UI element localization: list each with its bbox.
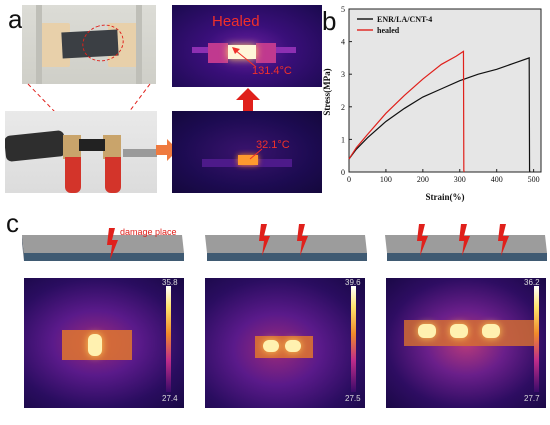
legend-label: healed: [377, 26, 400, 35]
thermal-image-two-damage: 39.6 27.5: [205, 278, 365, 408]
plot-area: [348, 8, 542, 173]
stress-strain-chart: 0 100 200 300 400 500 0 1 2 3 4 5 ENR/LA/CNT-4 heale…: [322, 5, 542, 202]
scale-max-label: 35.8: [162, 278, 178, 287]
scale-min-label: 27.5: [345, 394, 361, 403]
lightning-bolt-icon: [459, 224, 470, 256]
scale-max-label: 36.2: [524, 278, 540, 287]
panel-letter-a: a: [8, 4, 23, 34]
legend-label: ENR/LA/CNT-4: [377, 15, 432, 24]
y-tick-label: 3: [341, 70, 345, 79]
scale-max-label: 39.6: [345, 278, 361, 287]
x-axis-label: Strain(%): [426, 192, 465, 202]
lightning-bolt-icon: [498, 224, 509, 256]
temp-label-healed: 131.4°C: [252, 65, 292, 77]
x-tick-label: 200: [417, 175, 429, 184]
x-tick-label: 500: [528, 175, 540, 184]
panel-letter-b: b: [322, 6, 337, 36]
beam-diagram-1: damage place: [22, 225, 184, 265]
y-tick-label: 4: [341, 38, 345, 47]
thermal-image-initial: 32.1°C: [172, 111, 322, 193]
beam-diagram-2: [205, 225, 367, 265]
x-tick-label: 0: [347, 175, 351, 184]
damage-place-label: damage place: [120, 227, 177, 237]
lightning-bolt-icon: [259, 224, 270, 256]
scale-min-label: 27.7: [524, 394, 540, 403]
thermal-image-one-damage: 35.8 27.4: [24, 278, 184, 408]
y-axis-label: Stress(MPa): [322, 68, 332, 115]
series-lines: [348, 50, 531, 173]
series-line-enr-la-cnt-4: [348, 57, 531, 173]
arrow-up-icon: [236, 88, 260, 112]
photo-sample-closeup: [22, 5, 156, 84]
lightning-bolt-icon: [107, 228, 118, 260]
y-tick-label: 2: [341, 103, 345, 112]
axis-ticks: 0 100 200 300 400 500 0 1 2 3 4 5: [341, 5, 540, 184]
thermal-image-healed: Healed 131.4°C: [172, 5, 322, 87]
temp-label-initial: 32.1°C: [256, 139, 290, 151]
healed-label: Healed: [212, 13, 260, 30]
y-tick-label: 5: [341, 5, 345, 14]
y-tick-label: 0: [341, 168, 345, 177]
series-line-healed: [348, 50, 465, 173]
scale-min-label: 27.4: [162, 394, 178, 403]
panel-letter-c: c: [6, 208, 19, 238]
x-tick-label: 400: [491, 175, 503, 184]
legend: ENR/LA/CNT-4 healed: [357, 15, 432, 35]
photo-setup: [5, 111, 157, 193]
lightning-bolt-icon: [417, 224, 428, 256]
x-tick-label: 300: [454, 175, 466, 184]
lightning-bolt-icon: [297, 224, 308, 256]
x-tick-label: 100: [380, 175, 392, 184]
y-tick-label: 1: [341, 135, 345, 144]
thermal-image-three-damage: 36.2 27.7: [386, 278, 546, 408]
